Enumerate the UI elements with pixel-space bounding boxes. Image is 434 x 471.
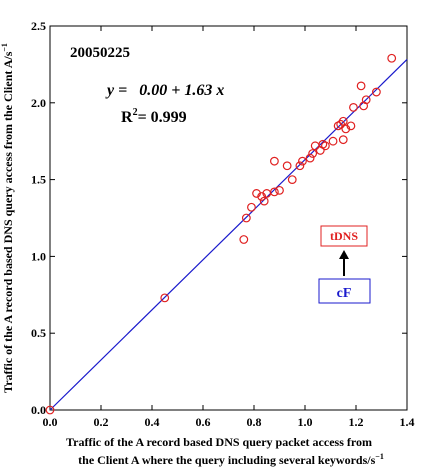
y-tick-label: 2.0 [31,96,46,110]
x-tick-label: 0.6 [196,415,211,429]
data-point [305,153,315,163]
cf-box [318,278,371,304]
fit-line [49,59,408,411]
plot-area [49,25,408,411]
x-tick-label: 0.8 [247,415,262,429]
x-axis-title-line1: Traffic of the A record based DNS query … [66,435,372,449]
data-point [321,141,330,151]
data-point [298,156,307,166]
x-axis-unit-sup: −1 [375,452,384,461]
y-axis-title: Traffic of the A record based DNS query … [0,43,15,393]
y-axis-title-text: Traffic of the A record based DNS query … [1,51,15,393]
y-tick-label: 1.5 [31,173,46,187]
data-point [270,187,279,197]
x-tick-label: 1.4 [400,415,415,429]
x-axis-title-line2: the Client A where the query including s… [78,452,384,467]
cf-label: cF [337,286,352,301]
r-squared-value: = 0.999 [138,109,187,126]
r-squared-prefix: R [121,109,133,126]
data-point [295,161,305,171]
tdns-label: tDNS [330,229,358,243]
data-point [349,103,358,112]
data-point [346,121,356,131]
x-tick-label: 0.0 [43,415,58,429]
data-point [356,81,366,91]
data-point [259,196,269,206]
y-tick-label: 1.0 [31,249,46,263]
data-point [308,149,318,158]
fit-equation: y = 0.00 + 1.63 x [105,82,224,99]
r-squared-sup: 2 [133,107,138,118]
data-point [275,185,284,195]
x-tick-label: 1.2 [349,415,364,429]
arrow-head-icon [339,250,349,259]
y-axis-unit-sup: −1 [0,43,9,52]
x-tick-label: 1.0 [298,415,313,429]
x-axis-title-line2-text: the Client A where the query including s… [78,453,375,467]
tdns-box [320,225,368,247]
data-point [387,53,397,63]
data-point [282,161,292,171]
date-annotation: 20050225 [70,45,130,61]
data-point [287,175,297,185]
data-point [372,87,381,97]
data-point [239,235,249,244]
data-point [247,202,256,212]
ticks-layer: 0.0 0.2 0.4 0.6 0.8 1.0 1.2 1.4 0.0 0.5 1.0 1.5 2.0 2… [31,19,415,429]
y-tick-label: 2.5 [31,19,46,33]
x-tick-label: 0.2 [94,415,109,429]
x-tick-label: 0.4 [145,415,160,429]
data-point [270,156,279,166]
data-point [338,135,348,145]
fit-line-layer [49,59,408,411]
data-point [361,95,371,105]
y-tick-label: 0.0 [31,403,46,417]
y-tick-label: 0.5 [31,326,46,340]
data-point [160,293,170,303]
data-point [310,141,320,151]
points-layer [45,53,397,415]
data-point [338,116,348,126]
r-squared: R2= 0.999 [121,107,187,126]
data-point [241,213,251,223]
data-point [45,405,55,415]
data-point [328,136,338,146]
